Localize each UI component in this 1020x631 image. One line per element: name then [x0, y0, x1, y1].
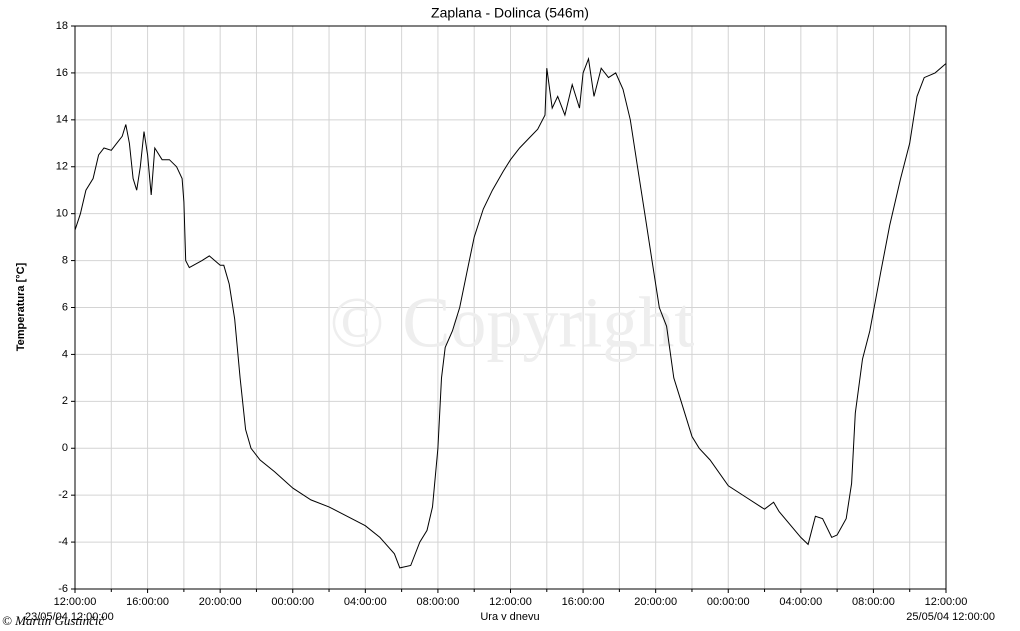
y-tick-label: 0 [62, 442, 68, 454]
y-tick-label: 4 [62, 348, 68, 360]
temperature-line [74, 56, 947, 569]
y-tick-label: -2 [58, 489, 68, 501]
y-tick-label: -4 [58, 536, 68, 548]
y-tick-label: 6 [62, 301, 68, 313]
x-tick-label: 12:00:00 [54, 596, 97, 608]
y-axis-label: Temperatura [°C] [15, 262, 27, 351]
y-tick-label: 18 [56, 20, 68, 32]
x-tick-label: 16:00:00 [562, 596, 605, 608]
plot-border [74, 25, 947, 590]
x-tick-label: 00:00:00 [707, 596, 750, 608]
y-tick-label: -6 [58, 583, 68, 595]
y-tick-label: 10 [56, 208, 68, 220]
x-tick-label: 04:00:00 [779, 596, 822, 608]
x-tick-label: 04:00:00 [344, 596, 387, 608]
x-tick-label: 16:00:00 [126, 596, 169, 608]
x-tick-label: 12:00:00 [925, 596, 968, 608]
author: © Martin Gustinčič [2, 613, 106, 628]
y-tick-label: 8 [62, 254, 68, 266]
start-label: 23/05/04 12:00:00 [25, 611, 114, 623]
y-tick-label: 2 [62, 395, 68, 407]
x-tick-label: 08:00:00 [852, 596, 895, 608]
y-tick-label: 12 [56, 161, 68, 173]
end-label: 25/05/04 12:00:00 [906, 611, 995, 623]
watermark: © Copyright [330, 283, 695, 363]
y-tick-label: 16 [56, 67, 68, 79]
x-axis-label: Ura v dnevu [480, 611, 539, 623]
x-tick-label: 08:00:00 [417, 596, 460, 608]
y-tick-label: 14 [56, 114, 68, 126]
chart-title: Zaplana - Dolinca (546m) [431, 5, 589, 21]
x-tick-label: 00:00:00 [271, 596, 314, 608]
x-tick-label: 20:00:00 [199, 596, 242, 608]
x-tick-label: 20:00:00 [634, 596, 677, 608]
x-tick-label: 12:00:00 [489, 596, 532, 608]
